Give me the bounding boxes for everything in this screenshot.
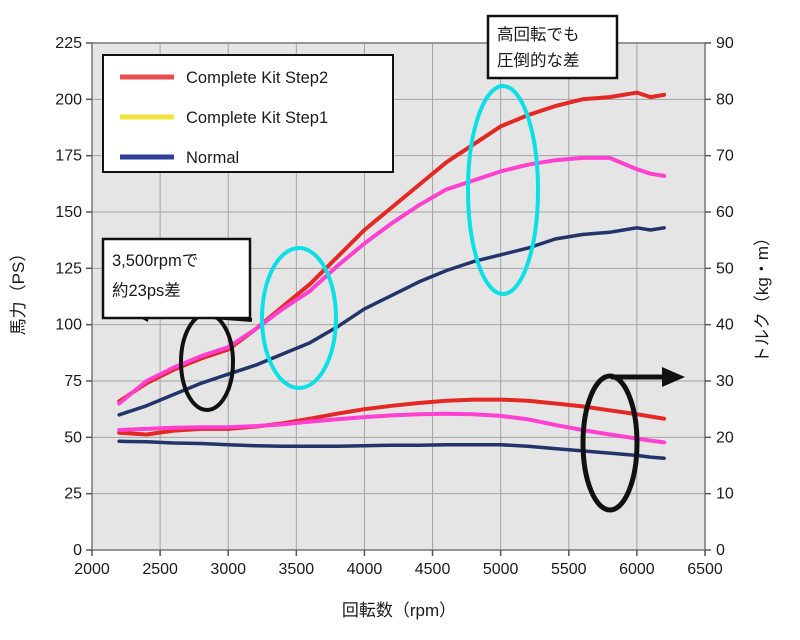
legend-label-step1: Complete Kit Step1 [186,109,328,127]
x-tick-label: 4000 [347,561,383,578]
series-0 [117,90,667,404]
y-right-tick-label: 30 [716,373,734,390]
highlight-ellipse-3500rpm [260,246,338,390]
y-left-tick-label: 0 [73,542,82,559]
y-right-tick-label: 20 [716,429,734,446]
y-right-tick-label: 90 [716,35,734,52]
annotation-3500rpm: 3,500rpmで 約23ps差 [101,237,252,320]
y-left-tick-label: 50 [64,429,82,446]
legend-label-normal: Normal [186,149,239,167]
y-right-tick-label: 0 [716,542,725,559]
y-axis-right-title: トルク（kg・m） [753,229,772,363]
y-left-tick-label: 100 [55,317,82,334]
highlight-ellipse-5000rpm [466,84,540,296]
x-tick-label: 2000 [74,561,110,578]
right-arrow [611,367,685,387]
y-left-tick-label: 175 [55,148,82,165]
y-right-tick-label: 10 [716,486,734,503]
annotation-high-rpm-line1: 高回転でも [497,25,580,44]
axis-ticks: 2000 2500 3000 3500 4000 4500 5000 5500 6000 6500… [55,35,734,578]
y-left-tick-label: 125 [55,260,82,277]
torque-group-ellipse [580,373,640,513]
x-tick-label: 3000 [210,561,246,578]
legend-label-step2: Complete Kit Step2 [186,69,328,87]
x-axis-title: 回転数（rpm） [342,601,456,620]
x-tick-label: 6000 [619,561,655,578]
y-left-tick-label: 200 [55,91,82,108]
series-4 [117,226,666,417]
legend: Complete Kit Step2 Complete Kit Step1 No… [102,54,394,173]
y-right-tick-label: 60 [716,204,734,221]
y-right-tick-label: 80 [716,91,734,108]
y-axis-left-title: 馬力（PS） [9,245,28,336]
x-tick-label: 5500 [551,561,587,578]
x-tick-label: 3500 [279,561,315,578]
annotation-3500rpm-line2: 約23ps差 [112,281,181,300]
y-left-tick-label: 25 [64,486,82,503]
x-tick-label: 2500 [142,561,178,578]
x-tick-label: 4500 [415,561,451,578]
x-tick-label: 6500 [687,561,723,578]
legend-box [102,54,394,173]
y-right-tick-label: 70 [716,148,734,165]
annotation-high-rpm-line2: 圧倒的な差 [497,51,580,70]
y-right-tick-label: 40 [716,317,734,334]
annotation-high-rpm: 高回転でも 圧倒的な差 [486,14,619,80]
y-left-tick-label: 75 [64,373,82,390]
series-3 [117,411,667,445]
series-curves [117,90,667,460]
x-tick-label: 5000 [483,561,519,578]
annotation-3500rpm-line1: 3,500rpmで [112,252,198,270]
series-2 [117,155,667,406]
y-right-tick-label: 50 [716,260,734,277]
y-left-tick-label: 150 [55,204,82,221]
y-left-tick-label: 225 [55,35,82,52]
series-5 [117,439,666,460]
plot-border [91,42,706,551]
